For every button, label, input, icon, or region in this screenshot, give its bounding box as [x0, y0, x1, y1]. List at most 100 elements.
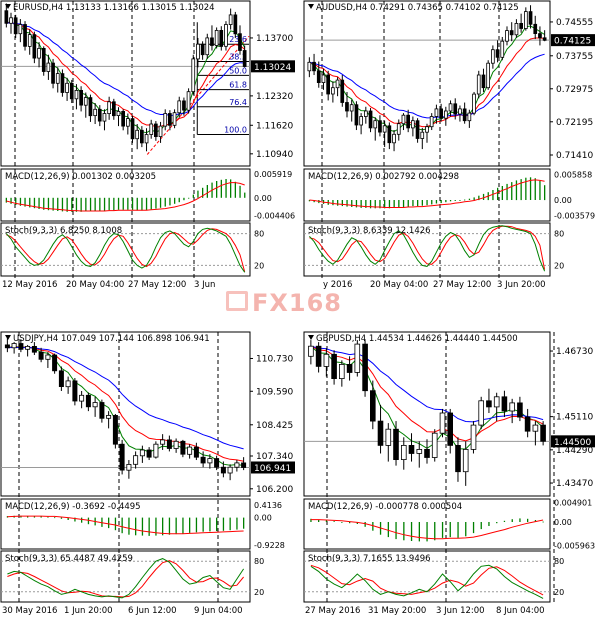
macd-tick-label: 0.00 — [554, 196, 572, 205]
price-tick-label: 110.730 — [256, 354, 293, 364]
candle-body — [99, 402, 105, 419]
candle-body — [424, 448, 430, 458]
macd-histogram-bar — [341, 200, 343, 207]
candle-body — [462, 448, 469, 473]
macd-histogram-bar — [403, 522, 405, 541]
macd-histogram-bar — [332, 200, 334, 206]
macd-histogram-bar — [519, 518, 521, 522]
fib-trend-line — [146, 35, 250, 155]
macd-histogram-bar — [114, 517, 117, 531]
price-tick-label: 0.72195 — [556, 118, 593, 128]
candle-body — [32, 34, 37, 59]
candle-body — [58, 370, 64, 387]
candle-body — [307, 61, 312, 72]
price-tick-label: 1.11620 — [256, 121, 293, 131]
macd-histogram-bar — [473, 197, 475, 200]
macd-histogram-bar — [85, 197, 87, 212]
candle-body — [517, 402, 523, 418]
macd-histogram-bar — [407, 200, 409, 207]
candle-body — [486, 400, 492, 408]
candle-body — [519, 22, 524, 29]
candle-body — [186, 91, 191, 111]
macd-histogram-bar — [426, 200, 428, 206]
macd-histogram-bar — [243, 517, 245, 529]
macd-histogram-bar — [60, 517, 63, 519]
macd-histogram-bar — [122, 197, 124, 210]
candle-body — [528, 11, 533, 25]
candle-body — [51, 62, 55, 84]
macd-histogram-bar — [141, 197, 143, 211]
macd-histogram-bar — [197, 190, 199, 198]
price-pane-frame — [303, 331, 551, 497]
candle-body — [385, 428, 392, 446]
candle-body — [406, 114, 411, 129]
candle-body — [495, 49, 500, 58]
macd-tick-label: -0.9228 — [254, 541, 285, 550]
stoch-tick-label: 20 — [254, 588, 264, 597]
candle-body — [191, 58, 196, 93]
macd-histogram-bar — [364, 522, 366, 527]
symbol-arrow-icon — [308, 335, 314, 340]
candle-body — [316, 70, 321, 84]
candle-body — [453, 103, 458, 115]
macd-histogram-bar — [496, 522, 498, 524]
candle-body — [126, 463, 132, 471]
macd-histogram-bar — [478, 195, 480, 201]
macd-histogram-bar — [182, 517, 184, 534]
candle-body — [220, 466, 226, 474]
price-tick-label: 1.46730 — [556, 347, 593, 357]
macd-histogram-bar — [464, 199, 466, 201]
candle-body — [538, 33, 542, 39]
stoch-tick-label: 20 — [554, 261, 564, 270]
macd-histogram-bar — [511, 182, 513, 200]
candle-body — [396, 123, 401, 135]
macd-histogram-bar — [374, 200, 376, 209]
candle-body — [97, 108, 102, 122]
candle-body — [214, 458, 220, 468]
macd-histogram-bar — [148, 517, 150, 536]
macd-pane-frame — [303, 168, 551, 222]
macd-histogram-bar — [189, 517, 191, 533]
macd-histogram-bar — [103, 197, 106, 211]
candle-body — [38, 351, 44, 360]
macd-histogram-bar — [465, 522, 467, 537]
stoch-tick-label: 80 — [554, 230, 564, 239]
date-label: 31 May 20:00 — [368, 606, 426, 616]
candle-body — [408, 444, 415, 454]
macd-histogram-bar — [66, 197, 68, 212]
macd-histogram-bar — [360, 200, 362, 208]
macd-histogram-bar — [393, 200, 395, 208]
current-price-box — [251, 461, 295, 474]
macd-histogram-bar — [534, 178, 536, 200]
candle-body — [378, 120, 382, 133]
candle-body — [362, 343, 368, 392]
macd-histogram-bar — [365, 200, 367, 208]
candle-body — [234, 462, 240, 468]
stoch-pane-frame — [303, 550, 551, 603]
candle-body — [490, 49, 495, 64]
candle-body — [393, 428, 399, 461]
macd-histogram-bar — [108, 197, 110, 211]
macd-tick-label: 0.00 — [254, 194, 272, 203]
date-label: 3 Jun 20:00 — [497, 280, 546, 290]
candle-body — [315, 345, 322, 367]
fib-level-label: 61.8 — [229, 81, 247, 90]
candle-body — [214, 29, 219, 46]
price-pane-frame — [303, 0, 551, 167]
chart-panel-gbpusd: GBPUSD,H4 1.44534 1.44626 1.44440 1.4450… — [303, 331, 595, 616]
macd-histogram-bar — [384, 200, 386, 209]
candle-body — [193, 446, 199, 458]
candle-body — [346, 363, 353, 373]
date-label: 8 Jun 04:00 — [496, 606, 545, 616]
date-label: 30 May 2016 — [2, 606, 57, 616]
fib-level-label: 38.2 — [229, 52, 247, 61]
candle-body — [153, 443, 159, 458]
candle-body — [359, 116, 364, 126]
candle-body — [493, 396, 500, 408]
macd-pane-frame — [0, 168, 251, 222]
macd-histogram-bar — [440, 200, 442, 204]
macd-signal-line — [7, 515, 244, 535]
candle-body — [46, 62, 51, 72]
price-tick-label: 0.74555 — [556, 18, 593, 28]
